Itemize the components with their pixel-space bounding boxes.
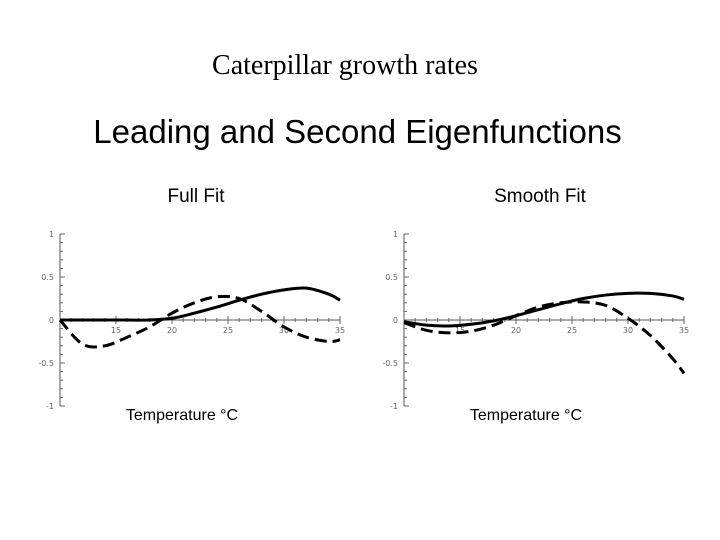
y-tick-label: 0 — [393, 316, 398, 325]
full-fit-x-axis-label: Temperature °C — [126, 407, 238, 424]
y-tick-label: 1 — [393, 230, 398, 239]
y-tick-label: 1 — [49, 230, 54, 239]
chart-smooth-fit: Smooth Fit -1 -0.5 0 0.5 1 15 20 25 30 35 Temperatu… — [372, 180, 702, 430]
y-tick-label: 0.5 — [41, 273, 54, 282]
x-tick-label: 25 — [223, 326, 233, 335]
y-tick-label: -1 — [390, 402, 398, 411]
slide-title: Caterpillar growth rates — [212, 50, 478, 81]
leading-eigenfunction-line — [403, 291, 685, 328]
y-tick-label: -0.5 — [382, 359, 398, 368]
x-tick-label: 25 — [567, 326, 577, 335]
y-tick-label: -0.5 — [38, 359, 54, 368]
y-tick-label: 0 — [49, 316, 54, 325]
smooth-fit-title: Smooth Fit — [494, 186, 587, 207]
x-tick-label: 30 — [623, 326, 633, 335]
x-tick-label: 35 — [335, 326, 345, 335]
y-tick-label: -1 — [46, 402, 54, 411]
leading-eigenfunction-line — [60, 286, 341, 322]
x-tick-label: 30 — [279, 326, 289, 335]
second-eigenfunction-line — [403, 300, 686, 375]
x-tick-label: 20 — [167, 326, 177, 335]
full-fit-title: Full Fit — [168, 186, 226, 207]
y-tick-label: 0.5 — [385, 273, 398, 282]
chart-full-fit: Full Fit -1 -0.5 0 0.5 1 15 20 25 30 35 Temperature… — [28, 180, 358, 430]
second-eigenfunction-line — [58, 294, 341, 349]
x-tick-label: 15 — [111, 326, 121, 335]
smooth-fit-x-axis-label: Temperature °C — [470, 407, 582, 424]
figure-title: Leading and Second Eigenfunctions — [93, 113, 622, 150]
x-tick-label: 35 — [679, 326, 689, 335]
x-tick-label: 20 — [511, 326, 521, 335]
chart-full-fit-svg: Full Fit -1 -0.5 0 0.5 1 15 20 25 30 35 Temperature… — [38, 186, 345, 424]
x-tick-label: 15 — [455, 326, 465, 335]
chart-smooth-fit-svg: Smooth Fit -1 -0.5 0 0.5 1 15 20 25 30 35 Temperatu… — [382, 186, 689, 424]
